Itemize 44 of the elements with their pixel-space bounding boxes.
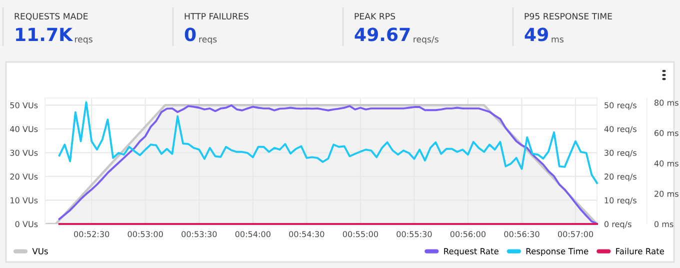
line-series: [58, 101, 598, 184]
category-label: P95 RESPONSE TIME: [524, 12, 612, 20]
y3-tick-label: 40 ms: [654, 160, 678, 166]
legend-label: Request Rate: [444, 248, 498, 256]
y-tick-label: 10 VUs: [10, 197, 38, 204]
y2-tick-label: 0 req/s: [604, 221, 632, 229]
y2-tick-label: 40 req/s: [604, 126, 636, 134]
x-tick-label: 00:54:00: [235, 231, 270, 238]
x-tick-label: 00:56:00: [450, 231, 486, 238]
x-tick-label: 00:53:30: [182, 231, 217, 238]
x-tick-label: 00:55:30: [396, 231, 432, 238]
category-label: REQUESTS MADE: [14, 12, 88, 20]
y-tick-label: 40 VUs: [10, 126, 38, 132]
x-tick-label: 00:55:00: [342, 231, 378, 238]
y2-tick-label: 30 req/s: [604, 150, 636, 158]
y3-tick-label: 80 ms: [654, 100, 678, 106]
text: 49.67: [354, 28, 410, 42]
text: 11.7K: [16, 28, 74, 41]
y-tick-label: 20 VUs: [10, 174, 38, 180]
y3-tick-label: 20 ms: [654, 190, 678, 197]
text: 0: [184, 28, 196, 42]
category-label: PEAK RPS: [354, 12, 396, 20]
x-tick-label: 00:53:00: [128, 231, 163, 238]
y2-tick-label: 50 req/s: [604, 102, 636, 110]
y2-tick-label: 10 req/s: [604, 197, 636, 205]
y-tick-label: 0 VUs: [15, 221, 38, 228]
text: reqs/s: [414, 36, 438, 44]
text: reqs: [75, 38, 92, 44]
text: 49: [524, 28, 548, 42]
y-tick-label: 50 VUs: [10, 102, 38, 108]
y2-tick-label: 20 req/s: [604, 174, 636, 182]
x-tick-label: 00:57:00: [558, 231, 594, 238]
x-tick-label: 00:54:30: [289, 231, 324, 238]
x-tick-label: 00:56:30: [504, 231, 540, 238]
legend-label: Failure Rate: [616, 248, 664, 254]
text: ms: [552, 38, 564, 42]
category-label: HTTP FAILURES: [184, 12, 248, 20]
text: reqs: [199, 38, 217, 44]
x-tick-label: 00:52:30: [74, 231, 110, 238]
y-tick-label: 30 VUs: [10, 150, 38, 156]
legend-label: VUs: [32, 248, 48, 254]
y3-tick-label: 0 ms: [654, 221, 674, 228]
legend-label: Response Time: [526, 248, 588, 256]
y3-tick-label: 60 ms: [654, 130, 678, 136]
